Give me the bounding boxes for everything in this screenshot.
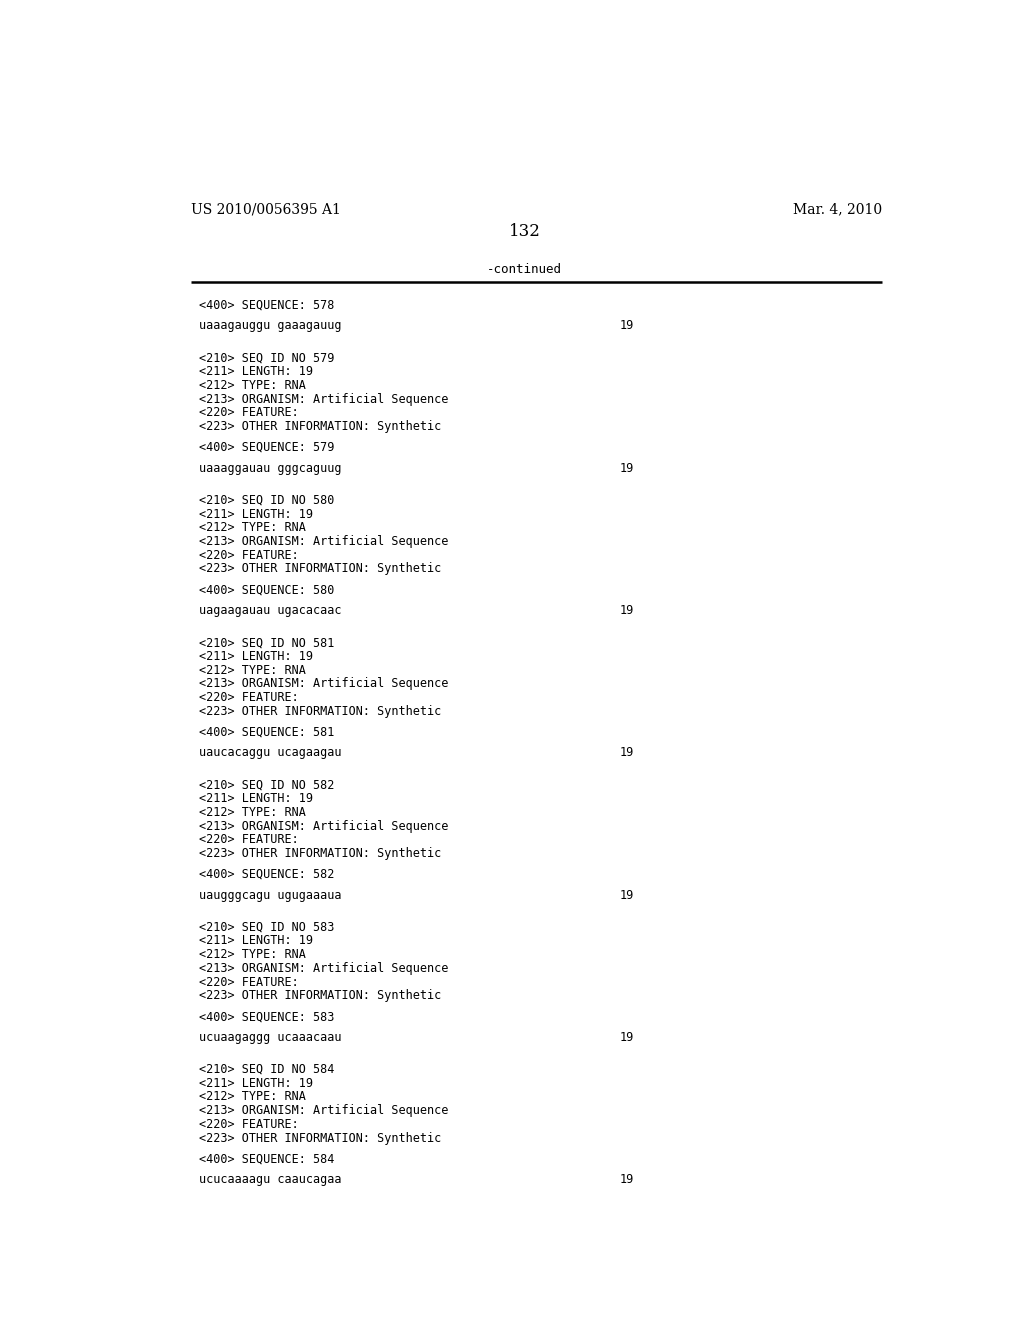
Text: 132: 132 xyxy=(509,223,541,240)
Text: <400> SEQUENCE: 581: <400> SEQUENCE: 581 xyxy=(200,726,335,739)
Text: <210> SEQ ID NO 579: <210> SEQ ID NO 579 xyxy=(200,351,335,364)
Text: 19: 19 xyxy=(620,888,634,902)
Text: <220> FEATURE:: <220> FEATURE: xyxy=(200,407,299,420)
Text: <212> TYPE: RNA: <212> TYPE: RNA xyxy=(200,379,306,392)
Text: <223> OTHER INFORMATION: Synthetic: <223> OTHER INFORMATION: Synthetic xyxy=(200,420,441,433)
Text: <213> ORGANISM: Artificial Sequence: <213> ORGANISM: Artificial Sequence xyxy=(200,535,449,548)
Text: <211> LENGTH: 19: <211> LENGTH: 19 xyxy=(200,366,313,379)
Text: <220> FEATURE:: <220> FEATURE: xyxy=(200,833,299,846)
Text: 19: 19 xyxy=(620,605,634,616)
Text: <210> SEQ ID NO 584: <210> SEQ ID NO 584 xyxy=(200,1063,335,1076)
Text: <212> TYPE: RNA: <212> TYPE: RNA xyxy=(200,948,306,961)
Text: <210> SEQ ID NO 582: <210> SEQ ID NO 582 xyxy=(200,779,335,792)
Text: uaucacaggu ucagaagau: uaucacaggu ucagaagau xyxy=(200,746,342,759)
Text: <212> TYPE: RNA: <212> TYPE: RNA xyxy=(200,521,306,535)
Text: 19: 19 xyxy=(620,746,634,759)
Text: <213> ORGANISM: Artificial Sequence: <213> ORGANISM: Artificial Sequence xyxy=(200,392,449,405)
Text: ucuaagaggg ucaaacaau: ucuaagaggg ucaaacaau xyxy=(200,1031,342,1044)
Text: <213> ORGANISM: Artificial Sequence: <213> ORGANISM: Artificial Sequence xyxy=(200,1104,449,1117)
Text: <223> OTHER INFORMATION: Synthetic: <223> OTHER INFORMATION: Synthetic xyxy=(200,847,441,861)
Text: <210> SEQ ID NO 580: <210> SEQ ID NO 580 xyxy=(200,494,335,507)
Text: <400> SEQUENCE: 583: <400> SEQUENCE: 583 xyxy=(200,1010,335,1023)
Text: uaaaggauau gggcaguug: uaaaggauau gggcaguug xyxy=(200,462,342,475)
Text: <220> FEATURE:: <220> FEATURE: xyxy=(200,975,299,989)
Text: US 2010/0056395 A1: US 2010/0056395 A1 xyxy=(191,202,341,216)
Text: <220> FEATURE:: <220> FEATURE: xyxy=(200,690,299,704)
Text: uagaagauau ugacacaac: uagaagauau ugacacaac xyxy=(200,605,342,616)
Text: <220> FEATURE:: <220> FEATURE: xyxy=(200,549,299,562)
Text: <400> SEQUENCE: 582: <400> SEQUENCE: 582 xyxy=(200,867,335,880)
Text: <213> ORGANISM: Artificial Sequence: <213> ORGANISM: Artificial Sequence xyxy=(200,962,449,975)
Text: <212> TYPE: RNA: <212> TYPE: RNA xyxy=(200,805,306,818)
Text: <213> ORGANISM: Artificial Sequence: <213> ORGANISM: Artificial Sequence xyxy=(200,820,449,833)
Text: <211> LENGTH: 19: <211> LENGTH: 19 xyxy=(200,649,313,663)
Text: <211> LENGTH: 19: <211> LENGTH: 19 xyxy=(200,792,313,805)
Text: -continued: -continued xyxy=(487,263,562,276)
Text: <400> SEQUENCE: 580: <400> SEQUENCE: 580 xyxy=(200,583,335,597)
Text: uaaagauggu gaaagauug: uaaagauggu gaaagauug xyxy=(200,319,342,333)
Text: Mar. 4, 2010: Mar. 4, 2010 xyxy=(793,202,882,216)
Text: <212> TYPE: RNA: <212> TYPE: RNA xyxy=(200,1090,306,1104)
Text: 19: 19 xyxy=(620,1031,634,1044)
Text: 19: 19 xyxy=(620,1173,634,1187)
Text: <211> LENGTH: 19: <211> LENGTH: 19 xyxy=(200,935,313,948)
Text: 19: 19 xyxy=(620,319,634,333)
Text: <210> SEQ ID NO 583: <210> SEQ ID NO 583 xyxy=(200,920,335,933)
Text: <211> LENGTH: 19: <211> LENGTH: 19 xyxy=(200,507,313,520)
Text: <223> OTHER INFORMATION: Synthetic: <223> OTHER INFORMATION: Synthetic xyxy=(200,705,441,718)
Text: <223> OTHER INFORMATION: Synthetic: <223> OTHER INFORMATION: Synthetic xyxy=(200,1131,441,1144)
Text: <220> FEATURE:: <220> FEATURE: xyxy=(200,1118,299,1131)
Text: <213> ORGANISM: Artificial Sequence: <213> ORGANISM: Artificial Sequence xyxy=(200,677,449,690)
Text: <223> OTHER INFORMATION: Synthetic: <223> OTHER INFORMATION: Synthetic xyxy=(200,989,441,1002)
Text: 19: 19 xyxy=(620,462,634,475)
Text: <223> OTHER INFORMATION: Synthetic: <223> OTHER INFORMATION: Synthetic xyxy=(200,562,441,576)
Text: <210> SEQ ID NO 581: <210> SEQ ID NO 581 xyxy=(200,636,335,649)
Text: <400> SEQUENCE: 578: <400> SEQUENCE: 578 xyxy=(200,298,335,312)
Text: uaugggcagu ugugaaaua: uaugggcagu ugugaaaua xyxy=(200,888,342,902)
Text: <211> LENGTH: 19: <211> LENGTH: 19 xyxy=(200,1077,313,1090)
Text: <400> SEQUENCE: 584: <400> SEQUENCE: 584 xyxy=(200,1152,335,1166)
Text: <400> SEQUENCE: 579: <400> SEQUENCE: 579 xyxy=(200,441,335,454)
Text: <212> TYPE: RNA: <212> TYPE: RNA xyxy=(200,664,306,677)
Text: ucucaaaagu caaucagaa: ucucaaaagu caaucagaa xyxy=(200,1173,342,1187)
